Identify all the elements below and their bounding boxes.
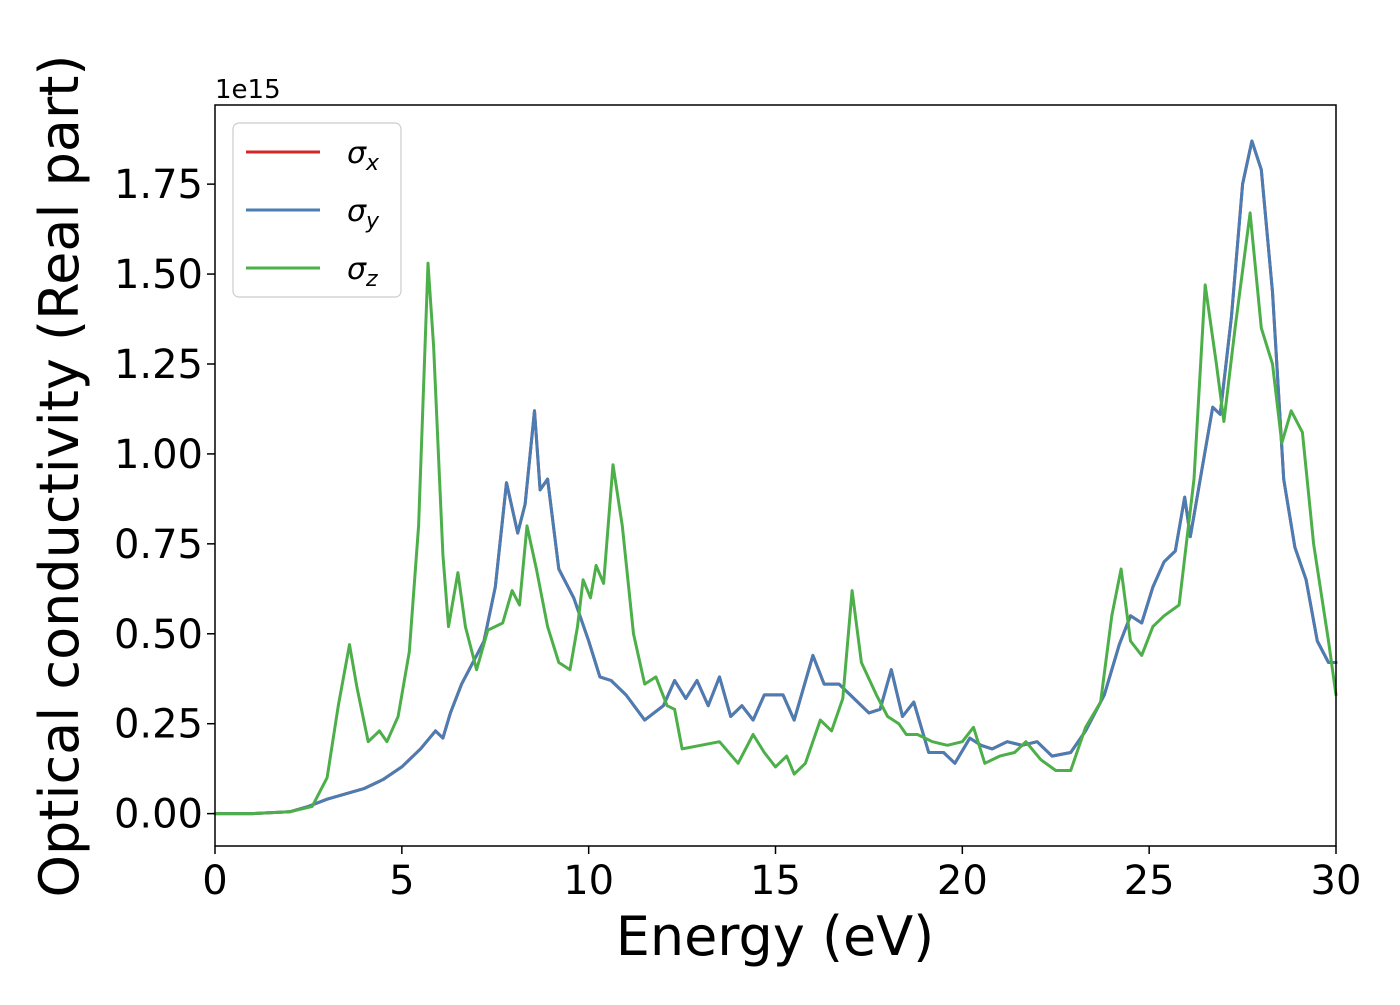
series-layer	[213, 139, 1338, 816]
x-axis-title: Energy (eV)	[616, 905, 935, 968]
series-line-z	[213, 211, 1338, 816]
y-tick-label: 0.50	[114, 612, 203, 658]
x-tick-label: 30	[1311, 858, 1362, 904]
x-tick-label: 5	[389, 858, 414, 904]
y-tick-label: 0.25	[114, 702, 203, 748]
x-axis-ticks: 0 5 10 15 20 25 30	[202, 846, 1361, 904]
x-tick-label: 10	[563, 858, 614, 904]
y-offset-label: 1e15	[215, 75, 281, 105]
legend-label-y: σy	[347, 194, 380, 234]
y-axis-title: Optical conductivity (Real part)	[28, 55, 91, 898]
x-tick-label: 25	[1124, 858, 1175, 904]
x-tick-label: 20	[937, 858, 988, 904]
y-tick-label: 1.25	[114, 342, 203, 388]
x-tick-label: 15	[750, 858, 801, 904]
y-tick-label: 1.00	[114, 432, 203, 478]
y-tick-label: 1.50	[114, 252, 203, 298]
y-tick-label: 0.75	[114, 522, 203, 568]
y-tick-label: 1.75	[114, 162, 203, 208]
x-tick-label: 0	[202, 858, 227, 904]
y-tick-label: 0.00	[114, 792, 203, 838]
plot-background	[215, 105, 1336, 846]
y-axis-ticks: 0.00 0.25 0.50 0.75 1.00 1.25 1.50 1.75	[114, 162, 215, 838]
